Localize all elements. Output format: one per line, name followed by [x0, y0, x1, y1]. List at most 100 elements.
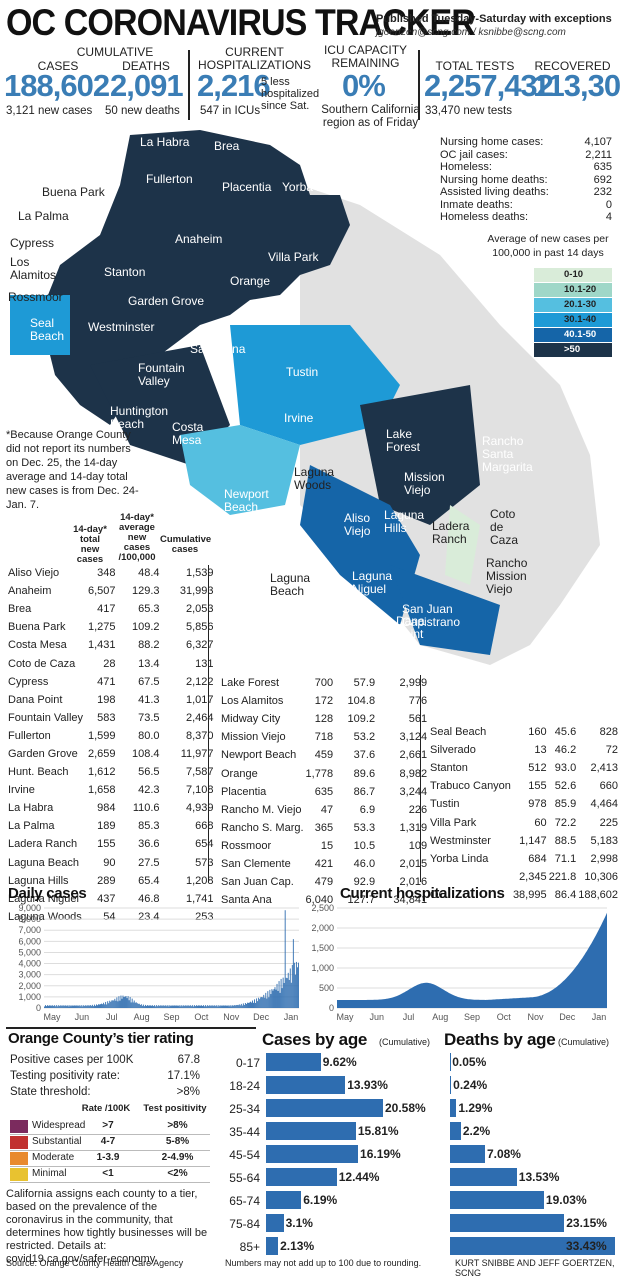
- tier-rate: >7: [102, 1120, 114, 1131]
- daily-bar: [82, 1005, 84, 1008]
- daily-bar: [288, 979, 290, 1008]
- daily-bar: [167, 1005, 169, 1008]
- daily-bar: [179, 1006, 181, 1008]
- daily-bar: [192, 1006, 194, 1008]
- new-cases-cell: 172: [314, 695, 334, 708]
- cumulative-cell: 668: [195, 820, 214, 833]
- daily-bar: [232, 1005, 234, 1008]
- new-cases-cell: 1,599: [88, 729, 116, 742]
- tier-rate: <1: [102, 1168, 114, 1179]
- avg-cell: 88.5: [554, 834, 577, 847]
- daily-bar: [259, 999, 261, 1008]
- avg-cell: 48.4: [138, 567, 160, 580]
- new-tests: 33,470 new tests: [425, 105, 512, 117]
- daily-bar: [281, 988, 283, 1008]
- map-city-label: Dana Point: [396, 614, 425, 641]
- daily-bar: [227, 1005, 229, 1008]
- daily-bar: [83, 1006, 85, 1008]
- age-group-label: 85+: [239, 1240, 260, 1254]
- y-tick-label: 7,000: [18, 925, 41, 935]
- cumulative-cell: 1,208: [186, 874, 214, 887]
- table-row: Anaheim 6,507 129.3 31,993: [8, 583, 214, 599]
- cumulative-cell: 776: [408, 695, 428, 708]
- avg-cell: 23.4: [138, 910, 160, 923]
- x-tick-label: Nov: [223, 1012, 240, 1022]
- icu-note: Southern California region as of Friday: [321, 104, 420, 129]
- deaths-age-value: 13.53%: [518, 1170, 560, 1184]
- daily-bar: [201, 1005, 202, 1008]
- legend-swatch: 20.1-30: [534, 298, 612, 312]
- city-name: Hunt. Beach: [8, 766, 69, 779]
- map-city-label: Laguna Niguel: [352, 569, 393, 596]
- daily-bar: [50, 1005, 52, 1008]
- daily-bar: [133, 1000, 135, 1008]
- avg-cell: 109.2: [347, 713, 376, 726]
- daily-bar: [151, 1005, 152, 1008]
- avg-cell: 129.3: [132, 585, 160, 598]
- deaths-age-bar: [450, 1237, 615, 1255]
- x-tick-label: May: [43, 1012, 61, 1022]
- facility-label: Homeless:: [440, 161, 492, 173]
- avg-cell: 41.3: [138, 693, 160, 706]
- city-name: La Habra: [8, 802, 54, 815]
- x-tick-label: Dec: [559, 1012, 576, 1022]
- new-cases-cell: 289: [97, 874, 116, 887]
- new-cases-cell: 437: [97, 892, 116, 905]
- y-tick-label: 2,500: [311, 903, 334, 913]
- tier-name: Widespread: [32, 1120, 86, 1131]
- map-city-label: San Juan Capistrano: [402, 602, 461, 629]
- table-row: Westminster 1,147 88.5 5,183: [430, 833, 618, 849]
- divider: [10, 1166, 210, 1167]
- daily-bar: [172, 1005, 174, 1008]
- daily-bar: [128, 1000, 130, 1008]
- daily-bar: [193, 1005, 195, 1008]
- tier-name: Minimal: [32, 1168, 67, 1179]
- daily-bar: [191, 1005, 193, 1008]
- avg-cell: 92.9: [353, 876, 376, 889]
- daily-bar: [174, 1005, 176, 1008]
- daily-bar: [96, 1004, 97, 1008]
- city-name: Los Alamitos: [221, 695, 284, 708]
- cumulative-cell: 34,841: [393, 894, 428, 907]
- age-group-label: 18-24: [229, 1079, 260, 1093]
- hosp-chart-title: Current hospitalizations: [340, 885, 505, 902]
- daily-bar: [124, 996, 126, 1008]
- daily-bar: [158, 1005, 160, 1008]
- table-row: Hunt. Beach 1,612 56.5 7,587: [8, 764, 214, 780]
- city-name: Silverado: [430, 744, 476, 757]
- table-row: Cypress 471 67.5 2,122: [8, 674, 214, 690]
- daily-bar: [268, 997, 270, 1008]
- daily-bar: [184, 1005, 186, 1008]
- table-row: Midway City 128 109.2 561: [221, 711, 427, 727]
- tier-stat-row: State threshold: >8%: [10, 1086, 200, 1098]
- daily-bar: [117, 1001, 119, 1008]
- avg-cell: 65.3: [138, 603, 160, 616]
- daily-bar: [195, 1005, 197, 1008]
- avg-cell: 71.1: [554, 852, 577, 865]
- daily-bar: [58, 1005, 60, 1008]
- daily-bar: [160, 1005, 162, 1008]
- cases-age-value: 6.19%: [303, 1193, 338, 1207]
- daily-bar: [88, 1005, 90, 1008]
- daily-bar: [107, 1001, 109, 1008]
- y-tick-label: 1,000: [18, 992, 41, 1002]
- cumulative-cell: 109: [408, 839, 428, 852]
- daily-bar: [69, 1005, 71, 1008]
- new-cases-cell: 1,147: [519, 834, 547, 847]
- author-emails: jgoertzen@scng.com / ksnibbe@scng.com: [376, 27, 566, 38]
- region-coto: [445, 505, 480, 585]
- cases-age-value: 16.19%: [360, 1147, 401, 1161]
- y-tick-label: 4,000: [18, 959, 41, 969]
- table-row: Rancho S. Marg. 365 53.3 1,319: [221, 820, 427, 836]
- daily-bar: [224, 1005, 226, 1008]
- map-city-label: Seal Beach: [30, 316, 65, 343]
- daily-bar: [123, 997, 125, 1008]
- cases-age-bar: [266, 1053, 321, 1071]
- daily-bar: [132, 1002, 134, 1008]
- tier-stat-label: State threshold:: [10, 1086, 91, 1098]
- cases-age-value: 20.58%: [385, 1101, 426, 1115]
- daily-bar: [175, 1005, 177, 1008]
- table-row: Los Alamitos 172 104.8 776: [221, 693, 427, 709]
- daily-bar: [194, 1006, 196, 1008]
- map-city-label: Stanton: [104, 265, 146, 279]
